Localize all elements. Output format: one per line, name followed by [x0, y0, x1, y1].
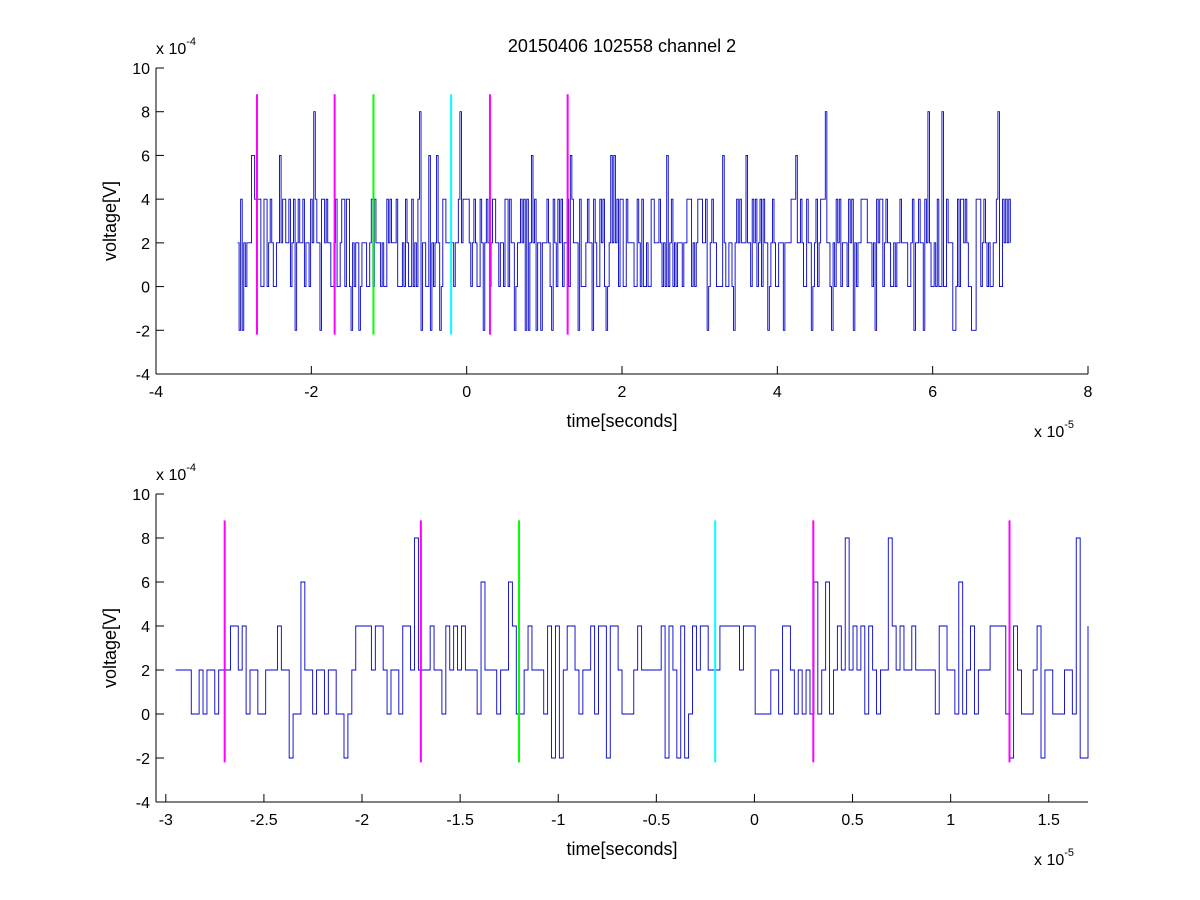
y-tick-label: -4 [136, 367, 150, 384]
x-tick-label: 8 [1084, 384, 1093, 401]
y-axis-multiplier: x 10-4 [156, 36, 196, 58]
y-axis-multiplier: x 10-4 [156, 462, 196, 484]
x-axis-label: time[seconds] [566, 839, 677, 859]
signal-trace [237, 111, 1011, 331]
x-tick-label: 0 [462, 384, 471, 401]
x-tick-label: -4 [149, 384, 163, 401]
y-tick-label: 10 [132, 487, 150, 504]
x-tick-label: -2 [304, 384, 318, 401]
y-tick-label: 0 [141, 280, 150, 297]
y-tick-label: -2 [136, 751, 150, 768]
x-tick-label: 0.5 [841, 812, 863, 829]
x-tick-label: 1 [946, 812, 955, 829]
x-axis-multiplier: x 10-5 [1034, 847, 1074, 869]
x-tick-label: -2.5 [250, 812, 278, 829]
x-tick-label: -0.5 [643, 812, 671, 829]
y-tick-label: 2 [141, 236, 150, 253]
y-tick-label: 6 [141, 148, 150, 165]
chart-title: 20150406 102558 channel 2 [508, 36, 736, 56]
y-tick-label: 2 [141, 663, 150, 680]
x-tick-label: 1.5 [1038, 812, 1060, 829]
x-tick-label: 6 [928, 384, 937, 401]
y-axis-label: voltage[V] [100, 181, 120, 261]
y-tick-label: 8 [141, 531, 150, 548]
x-tick-label: 0 [750, 812, 759, 829]
x-tick-label: -1 [551, 812, 565, 829]
signal-trace [175, 537, 1089, 759]
chart-panel-2: -4 -2 0 2 4 6 8 10 -3 -2.5 -2 -1.5 -1 -0.5 0 0.5 1 1.5 tim… [100, 462, 1089, 869]
x-tick-label: -2 [355, 812, 369, 829]
y-tick-label: 0 [141, 707, 150, 724]
y-tick-label: 4 [141, 619, 150, 636]
y-tick-label: 6 [141, 575, 150, 592]
y-tick-label: 10 [132, 61, 150, 78]
x-axis-label: time[seconds] [566, 411, 677, 431]
y-tick-label: 4 [141, 192, 150, 209]
x-axis-multiplier: x 10-5 [1034, 419, 1074, 441]
x-tick-label: -1.5 [446, 812, 474, 829]
chart-panel-1: -4 -2 0 2 4 6 8 10 -4 -2 0 2 4 6 8 20150406 102558 chan… [100, 36, 1093, 441]
y-tick-label: 8 [141, 105, 150, 122]
y-axis-label: voltage[V] [100, 608, 120, 688]
y-tick-label: -2 [136, 323, 150, 340]
y-tick-label: -4 [136, 795, 150, 812]
x-tick-label: -3 [159, 812, 173, 829]
x-tick-label: 2 [618, 384, 627, 401]
x-tick-label: 4 [773, 384, 782, 401]
